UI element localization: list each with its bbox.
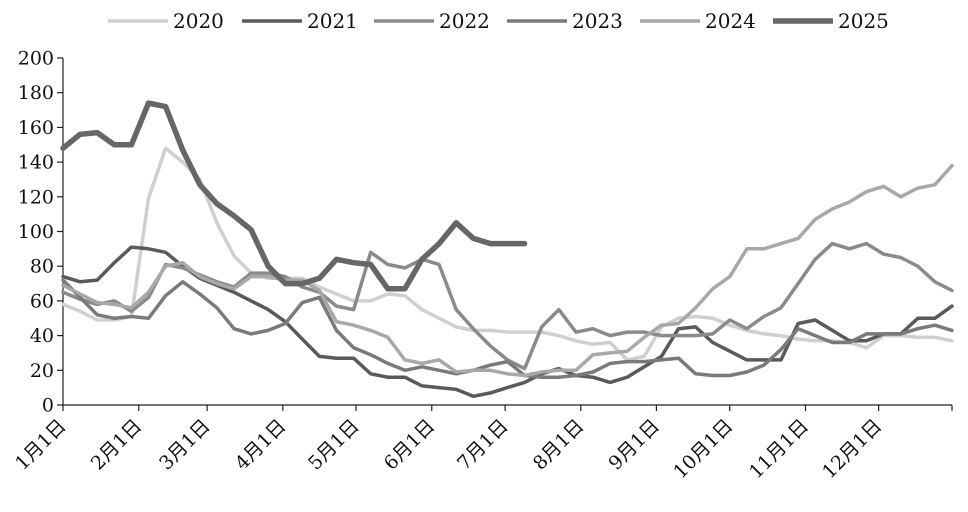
series-line-2023 <box>61 278 954 379</box>
chart-legend: 2020 2021 2022 2023 2024 2025 <box>108 9 889 33</box>
legend-label-2020: 2020 <box>173 9 224 33</box>
series-line-2025 <box>60 100 528 292</box>
y-tick-label: 40 <box>30 325 54 347</box>
series-line-2020 <box>61 146 954 362</box>
x-tick-label: 11月1日 <box>745 415 813 483</box>
x-tick-label: 8月1日 <box>529 415 589 475</box>
x-tick-label: 2月1日 <box>87 415 147 475</box>
x-tick-label: 6月1日 <box>380 415 440 475</box>
y-tick-label: 100 <box>18 221 54 243</box>
series-line-2024 <box>61 163 954 378</box>
legend-label-2021: 2021 <box>307 9 358 33</box>
x-tick-label: 1月1日 <box>11 415 71 475</box>
legend-label-2025: 2025 <box>838 9 889 33</box>
legend-label-2022: 2022 <box>439 9 490 33</box>
y-tick-label: 80 <box>30 256 54 278</box>
plot-area <box>60 100 954 399</box>
x-tick-label: 12月1日 <box>818 415 886 483</box>
y-tick-label: 140 <box>18 152 54 174</box>
y-tick-label: 20 <box>30 360 54 382</box>
y-tick-label: 60 <box>30 290 54 312</box>
y-axis: 0 20 40 60 80 100 120 140 160 180 200 <box>18 48 64 417</box>
x-tick-label: 5月1日 <box>304 415 364 475</box>
x-tick-label: 9月1日 <box>604 415 664 475</box>
y-tick-label: 200 <box>18 48 54 70</box>
y-tick-label: 120 <box>18 186 54 208</box>
y-tick-label: 160 <box>18 117 54 139</box>
x-tick-label: 7月1日 <box>453 415 513 475</box>
y-tick-label: 0 <box>42 395 54 417</box>
x-tick-label: 10月1日 <box>669 415 737 483</box>
series-line-2022 <box>61 241 954 371</box>
legend-label-2024: 2024 <box>705 9 756 33</box>
x-tick-label: 4月1日 <box>231 415 291 475</box>
x-axis: 1月1日 2月1日 3月1日 4月1日 5月1日 6月1日 7月1日 8月1日 9月1日 10月1… <box>11 404 953 483</box>
y-tick-label: 180 <box>18 82 54 104</box>
legend-label-2023: 2023 <box>572 9 623 33</box>
x-tick-label: 3月1日 <box>155 415 215 475</box>
